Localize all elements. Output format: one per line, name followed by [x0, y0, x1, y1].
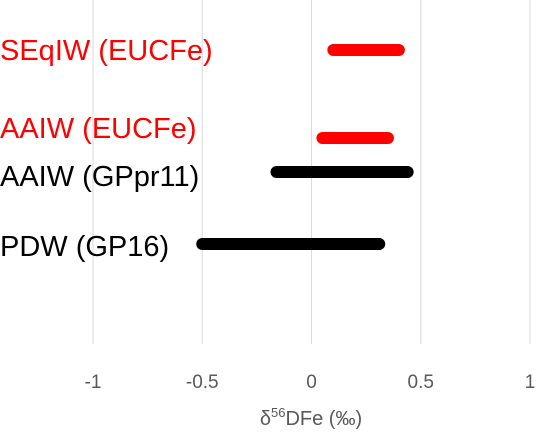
x-axis-title-base: δ	[260, 408, 271, 430]
series-label: SEqIW (EUCFe)	[0, 35, 213, 67]
x-tick-label: -0.5	[186, 372, 219, 393]
x-tick-label: 0	[306, 372, 317, 393]
series-label: AAIW (EUCFe)	[0, 113, 197, 145]
range-bars	[196, 44, 414, 250]
x-axis-title-superscript: 56	[271, 405, 285, 420]
x-tick-label: 0.5	[408, 372, 434, 393]
series-labels: SEqIW (EUCFe) AAIW (EUCFe) AAIW (GPpr11) PD…	[0, 35, 213, 263]
series-label: PDW (GP16)	[0, 231, 169, 263]
x-axis-title: δ56DFe (‰)	[260, 405, 362, 430]
x-axis-title-rest: DFe (‰)	[285, 408, 362, 430]
x-axis-ticks: -1 -0.5 0 0.5 1	[85, 372, 536, 393]
x-tick-label: -1	[85, 372, 102, 393]
x-tick-label: 1	[525, 372, 536, 393]
series-label: AAIW (GPpr11)	[0, 161, 199, 193]
